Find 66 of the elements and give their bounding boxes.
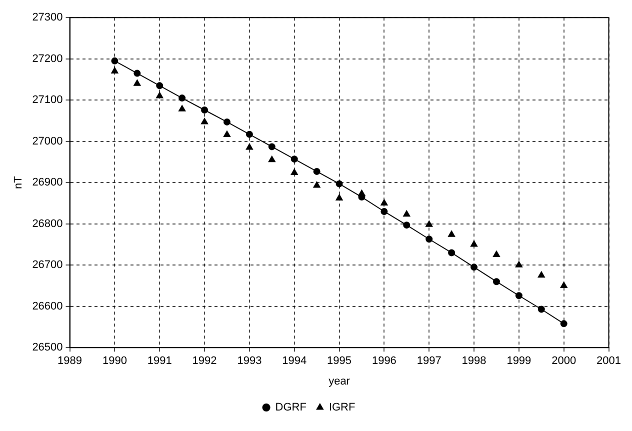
y-tick-label: 27200 [32, 52, 63, 65]
point [426, 220, 433, 227]
y-tick-label: 26500 [32, 342, 63, 354]
point [492, 278, 500, 286]
point [111, 67, 118, 74]
point [223, 130, 231, 137]
point [178, 94, 186, 102]
point [246, 130, 253, 138]
x-tick-label: 1992 [192, 355, 217, 368]
point [156, 82, 164, 90]
point [313, 181, 320, 188]
point [448, 249, 456, 256]
point [111, 57, 118, 64]
point [290, 168, 298, 175]
point [380, 208, 388, 215]
x-axis-title: year [328, 375, 350, 388]
x-tick-label: 1989 [58, 355, 82, 368]
x-tick-label: 1996 [372, 355, 396, 368]
point [201, 118, 208, 124]
x-tick-label: 1997 [416, 355, 442, 368]
point [560, 282, 568, 288]
point [515, 292, 522, 300]
point [426, 236, 433, 243]
point [134, 80, 141, 86]
point [403, 210, 410, 217]
point [380, 199, 388, 206]
point [268, 156, 276, 162]
point [403, 222, 410, 229]
point [246, 144, 253, 150]
x-tick-label: 1990 [102, 355, 127, 368]
point [290, 156, 298, 163]
point [268, 143, 276, 150]
x-tick-label: 1998 [462, 355, 486, 368]
point [470, 240, 478, 247]
y-tick-label: 27100 [32, 94, 63, 106]
point [156, 92, 164, 98]
point [223, 118, 230, 126]
y-tick-label: 26700 [32, 259, 63, 272]
x-tick-label: 1994 [282, 355, 307, 368]
legend-label: DGRF [275, 402, 307, 414]
point [336, 194, 343, 201]
y-tick-label: 27300 [32, 12, 63, 24]
point [201, 106, 208, 114]
x-tick-label: 1993 [237, 355, 262, 368]
point [178, 105, 186, 112]
y-axis-title: nT [12, 176, 25, 190]
y-tick-label: 26800 [32, 218, 63, 230]
x-tick-label: 2001 [596, 355, 622, 368]
y-tick-label: 26600 [32, 300, 63, 312]
point [336, 180, 343, 188]
point [560, 320, 568, 328]
point [538, 271, 545, 278]
y-tick-label: 27000 [32, 135, 63, 148]
point [538, 306, 545, 313]
legend-label: IGRF [328, 402, 356, 414]
point [492, 250, 500, 258]
point [515, 261, 522, 268]
point [448, 230, 456, 237]
x-tick-label: 1999 [506, 355, 532, 368]
x-tick-label: 1991 [147, 355, 172, 368]
y-tick-label: 26900 [32, 176, 63, 189]
point [313, 168, 320, 175]
x-tick-label: 2000 [552, 355, 576, 368]
point [470, 264, 478, 271]
point [134, 70, 141, 77]
x-tick-label: 1995 [327, 355, 352, 368]
